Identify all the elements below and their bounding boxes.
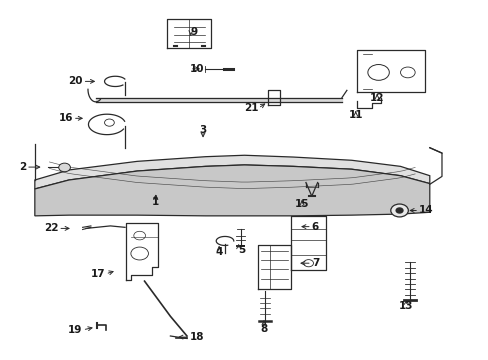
- Circle shape: [59, 163, 70, 172]
- Text: 3: 3: [199, 125, 206, 135]
- Text: 12: 12: [369, 93, 384, 103]
- Text: 5: 5: [238, 245, 245, 255]
- Text: 18: 18: [189, 332, 204, 342]
- Text: 4: 4: [215, 247, 223, 257]
- Text: 22: 22: [43, 224, 58, 233]
- Text: 7: 7: [311, 258, 319, 268]
- Text: 15: 15: [294, 199, 308, 210]
- Text: 1: 1: [152, 197, 159, 207]
- Circle shape: [395, 208, 402, 213]
- Text: 11: 11: [348, 111, 362, 121]
- Text: 2: 2: [19, 162, 26, 172]
- Text: 16: 16: [58, 113, 73, 123]
- Text: 21: 21: [243, 103, 258, 113]
- Text: 20: 20: [68, 76, 82, 86]
- Text: 10: 10: [189, 64, 204, 74]
- Polygon shape: [35, 155, 429, 189]
- Polygon shape: [35, 165, 429, 216]
- Circle shape: [390, 204, 407, 217]
- Text: 19: 19: [68, 325, 82, 335]
- Text: 6: 6: [311, 222, 318, 231]
- Text: 13: 13: [398, 301, 413, 311]
- Text: 9: 9: [190, 27, 198, 37]
- Text: 14: 14: [418, 206, 433, 216]
- Text: 8: 8: [260, 324, 267, 334]
- Text: 17: 17: [91, 269, 105, 279]
